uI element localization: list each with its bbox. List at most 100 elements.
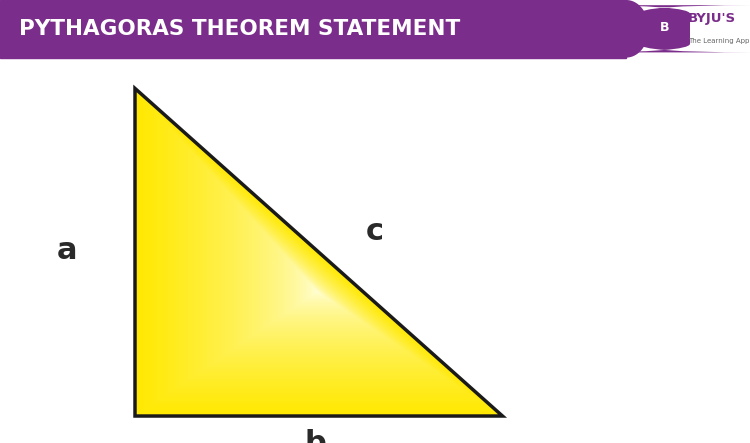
- Polygon shape: [215, 178, 421, 361]
- Polygon shape: [206, 167, 430, 367]
- Polygon shape: [211, 174, 424, 364]
- Polygon shape: [226, 190, 410, 354]
- Polygon shape: [262, 230, 373, 329]
- Text: B: B: [660, 21, 669, 34]
- Polygon shape: [172, 129, 466, 391]
- Text: a: a: [57, 236, 78, 265]
- Polygon shape: [312, 285, 323, 295]
- Polygon shape: [184, 143, 452, 382]
- Polygon shape: [186, 145, 451, 381]
- Polygon shape: [152, 107, 486, 405]
- Polygon shape: [157, 113, 480, 401]
- Polygon shape: [281, 251, 355, 316]
- Text: c: c: [366, 217, 384, 245]
- Polygon shape: [194, 153, 443, 376]
- Polygon shape: [283, 253, 352, 315]
- Polygon shape: [301, 273, 334, 303]
- Polygon shape: [266, 235, 369, 326]
- Polygon shape: [232, 196, 404, 350]
- Polygon shape: [256, 222, 380, 334]
- Text: PYTHAGORAS THEOREM STATEMENT: PYTHAGORAS THEOREM STATEMENT: [19, 19, 460, 39]
- Polygon shape: [136, 90, 501, 415]
- Polygon shape: [142, 97, 495, 411]
- Polygon shape: [170, 127, 467, 392]
- Polygon shape: [139, 93, 499, 413]
- Polygon shape: [168, 125, 470, 393]
- Polygon shape: [239, 204, 397, 345]
- Polygon shape: [135, 89, 503, 416]
- Polygon shape: [177, 135, 460, 387]
- Polygon shape: [292, 263, 344, 309]
- Polygon shape: [144, 99, 494, 410]
- Polygon shape: [314, 288, 321, 294]
- Polygon shape: [219, 182, 418, 359]
- Polygon shape: [149, 105, 488, 406]
- Polygon shape: [296, 267, 340, 307]
- Polygon shape: [303, 275, 332, 301]
- Polygon shape: [181, 139, 456, 385]
- Polygon shape: [223, 186, 414, 356]
- Polygon shape: [246, 212, 390, 340]
- Polygon shape: [252, 218, 384, 336]
- Polygon shape: [304, 277, 331, 300]
- Polygon shape: [233, 198, 403, 349]
- Polygon shape: [160, 117, 476, 399]
- Polygon shape: [197, 157, 440, 373]
- Polygon shape: [195, 155, 442, 375]
- Polygon shape: [244, 210, 392, 341]
- Polygon shape: [217, 180, 419, 360]
- Polygon shape: [140, 94, 497, 412]
- FancyBboxPatch shape: [578, 5, 750, 52]
- Polygon shape: [199, 159, 438, 373]
- Polygon shape: [259, 226, 376, 331]
- Polygon shape: [146, 101, 491, 408]
- Polygon shape: [190, 149, 447, 379]
- Polygon shape: [159, 115, 479, 400]
- Polygon shape: [294, 265, 341, 307]
- Polygon shape: [270, 239, 365, 324]
- Polygon shape: [310, 283, 325, 296]
- Polygon shape: [250, 216, 386, 338]
- Polygon shape: [201, 162, 436, 371]
- Polygon shape: [204, 166, 432, 369]
- Polygon shape: [236, 200, 400, 347]
- Polygon shape: [230, 194, 406, 351]
- Polygon shape: [285, 255, 351, 314]
- Polygon shape: [173, 131, 464, 390]
- Polygon shape: [298, 269, 338, 305]
- Polygon shape: [220, 184, 416, 358]
- Polygon shape: [279, 249, 356, 318]
- Polygon shape: [166, 123, 471, 395]
- Polygon shape: [261, 229, 375, 330]
- Polygon shape: [307, 279, 328, 299]
- Polygon shape: [237, 202, 399, 346]
- Polygon shape: [241, 206, 395, 344]
- Polygon shape: [268, 237, 368, 325]
- Polygon shape: [274, 243, 362, 321]
- Polygon shape: [257, 225, 379, 333]
- Polygon shape: [214, 176, 423, 362]
- Polygon shape: [275, 245, 360, 320]
- Polygon shape: [162, 119, 475, 397]
- Polygon shape: [188, 147, 448, 380]
- Polygon shape: [153, 109, 484, 404]
- Polygon shape: [265, 233, 371, 327]
- Polygon shape: [210, 171, 427, 365]
- Polygon shape: [308, 281, 327, 298]
- Polygon shape: [148, 103, 490, 407]
- Polygon shape: [182, 141, 454, 384]
- Polygon shape: [272, 241, 364, 323]
- Polygon shape: [278, 247, 358, 319]
- Polygon shape: [299, 271, 336, 304]
- Polygon shape: [176, 133, 462, 389]
- Polygon shape: [316, 289, 320, 293]
- Polygon shape: [202, 163, 434, 370]
- Polygon shape: [286, 257, 349, 313]
- Polygon shape: [243, 208, 393, 342]
- Text: The Learning App: The Learning App: [688, 39, 749, 44]
- Polygon shape: [164, 121, 473, 396]
- Bar: [0, 0, 626, 58]
- Polygon shape: [248, 214, 388, 339]
- Polygon shape: [208, 170, 428, 366]
- Polygon shape: [254, 220, 382, 335]
